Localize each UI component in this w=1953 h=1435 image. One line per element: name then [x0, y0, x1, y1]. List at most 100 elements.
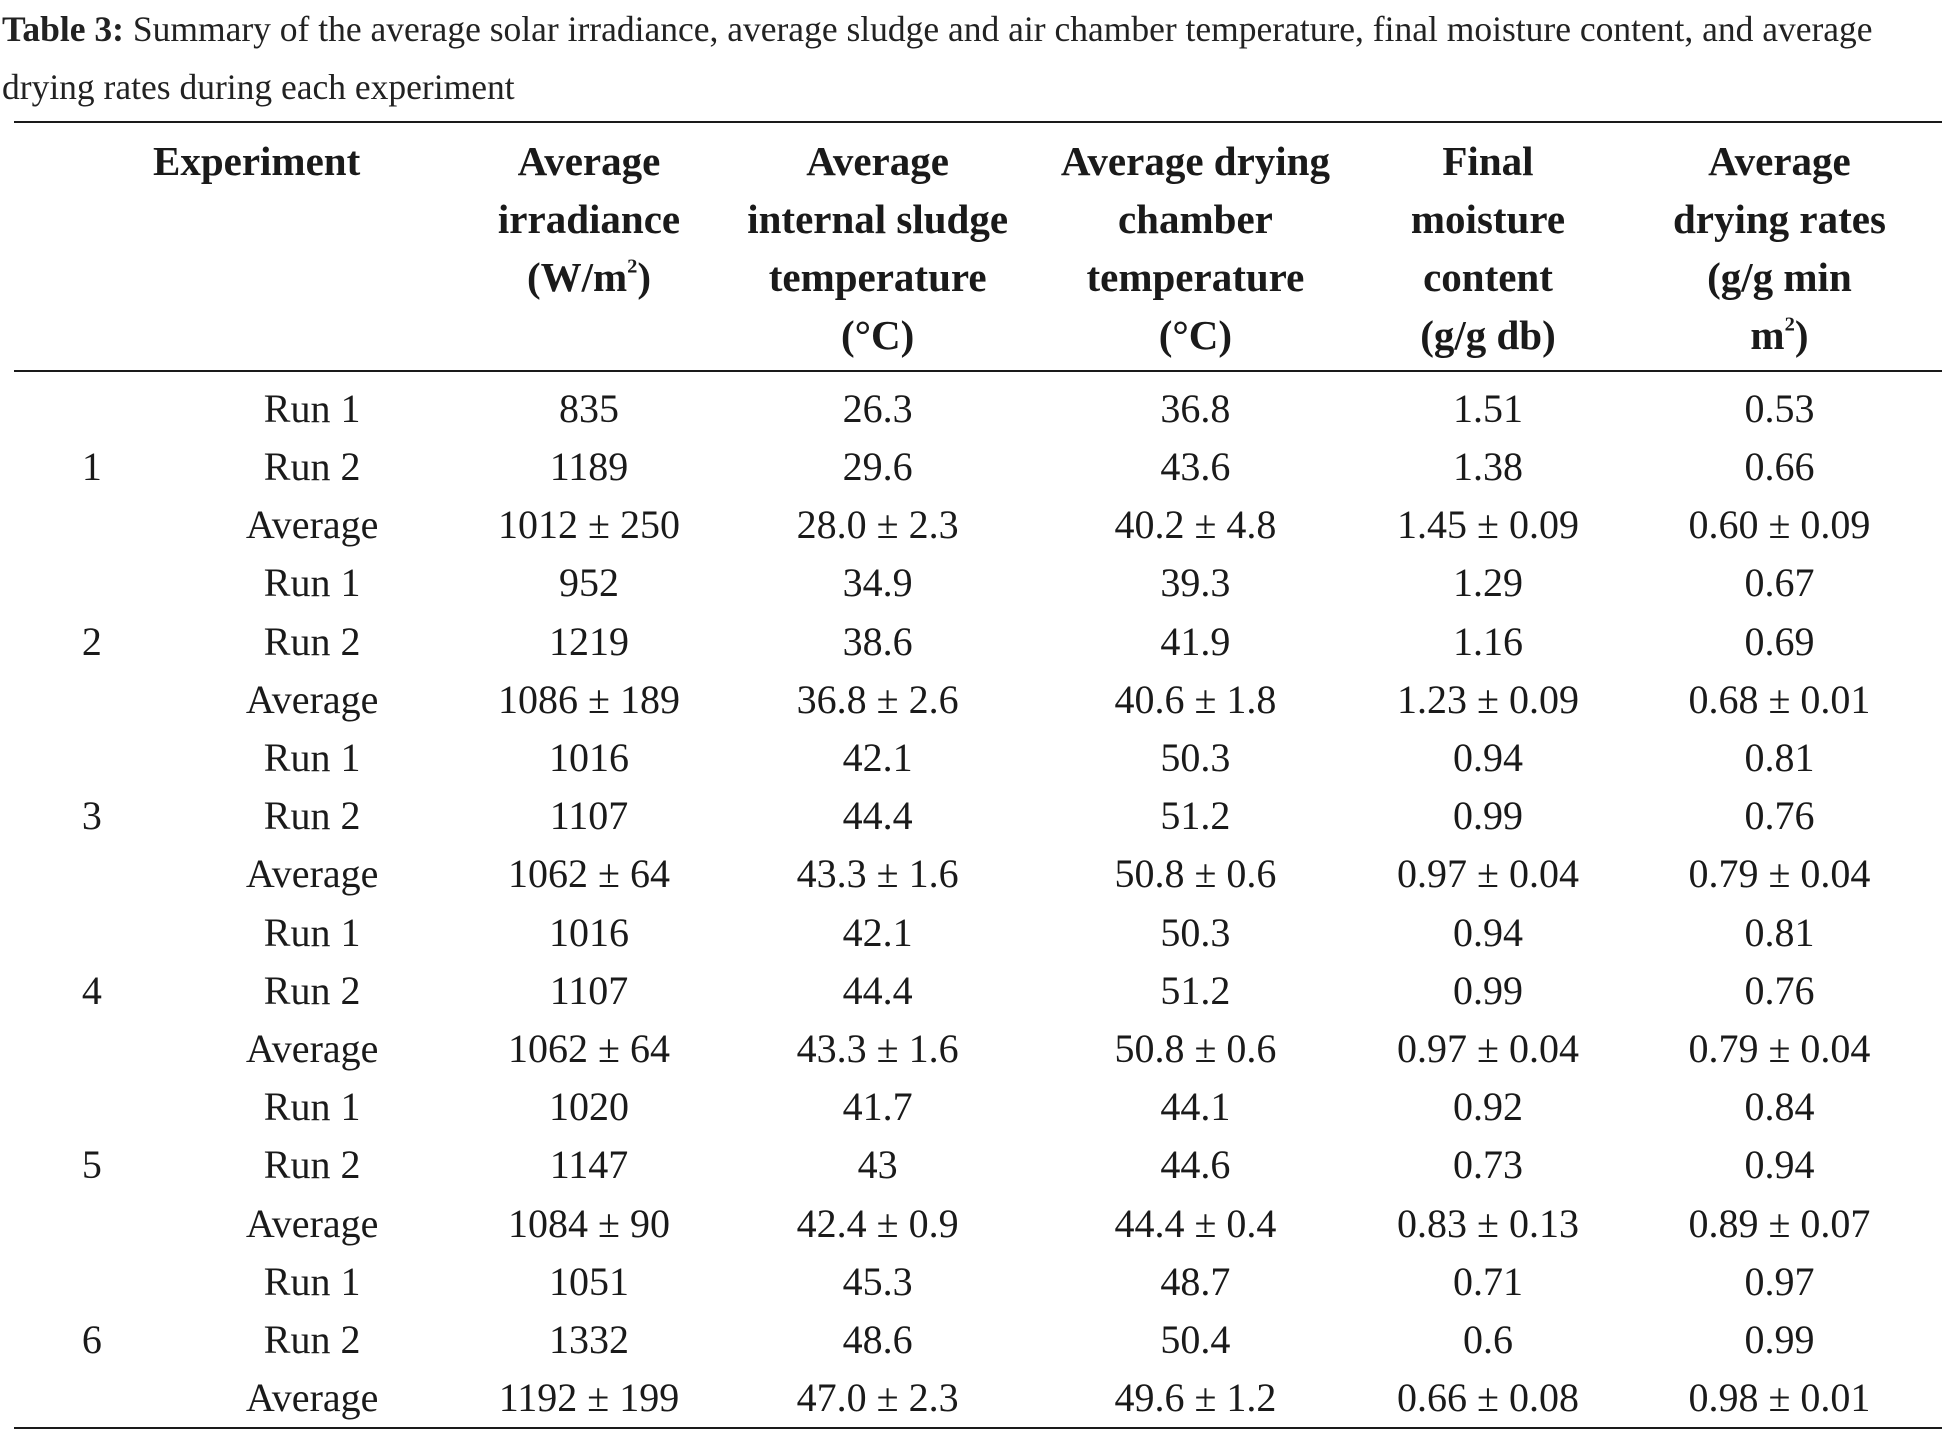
moisture-cell: 0.99 — [1452, 793, 1523, 839]
sludge-temp-cell: 43.3 ± 1.6 — [796, 1025, 959, 1071]
moisture-cell: 0.71 — [1452, 1258, 1523, 1304]
irradiance-cell: 1016 — [549, 735, 629, 781]
row-label: Average — [245, 1200, 379, 1246]
irradiance-cell: 835 — [559, 386, 619, 431]
experiment-number: 4 — [81, 967, 102, 1013]
irradiance-cell: 1020 — [549, 1084, 629, 1130]
irradiance-cell: 1086 ± 189 — [498, 676, 680, 722]
table-row: 3 Run 1 1016 42.1 50.3 0.94 0.81 — [14, 729, 1942, 838]
row-label: Average — [245, 1025, 379, 1071]
table-row: 4 Run 1 1016 42.1 50.3 0.94 0.81 — [14, 904, 1942, 1013]
chamber-temp-cell: 48.7 — [1160, 1258, 1231, 1304]
caption-label: Table 3: — [2, 9, 124, 49]
moisture-cell: 0.92 — [1452, 1084, 1523, 1130]
chamber-temp-cell: 44.1 — [1160, 1084, 1231, 1130]
row-label: Run 2 — [263, 618, 361, 664]
sludge-temp-cell: 29.6 — [842, 444, 913, 490]
chamber-temp-cell: 50.8 ± 0.6 — [1114, 851, 1277, 897]
sludge-temp-cell: 43.3 ± 1.6 — [796, 851, 959, 897]
table-row: Run 2 1107 44.4 51.2 0.99 0.76 — [14, 787, 1942, 845]
moisture-cell: 1.23 ± 0.09 — [1396, 676, 1579, 722]
chamber-temp-cell: 36.8 — [1160, 386, 1231, 431]
experiment-number: 3 — [81, 793, 102, 839]
row-label: Average — [245, 502, 379, 548]
table-row: 5 Run 1 1020 41.7 44.1 0.92 0.84 — [14, 1078, 1942, 1187]
chamber-temp-cell: 51.2 — [1160, 967, 1231, 1013]
drying-rate-cell: 0.79 ± 0.04 — [1688, 851, 1871, 897]
caption-text: Summary of the average solar irradiance,… — [2, 9, 1873, 107]
row-label: Run 1 — [263, 560, 361, 606]
sludge-temp-cell: 45.3 — [842, 1258, 913, 1304]
experiment-number: 6 — [81, 1316, 102, 1362]
chamber-temp-cell: 44.6 — [1160, 1142, 1231, 1188]
drying-rate-cell: 0.99 — [1744, 1316, 1815, 1362]
sludge-temp-cell: 44.4 — [842, 967, 913, 1013]
irradiance-cell: 1016 — [549, 909, 629, 955]
sludge-temp-cell: 34.9 — [842, 560, 913, 606]
irradiance-cell: 1084 ± 90 — [508, 1200, 670, 1246]
sludge-temp-cell: 47.0 ± 2.3 — [796, 1375, 959, 1420]
drying-rate-cell: 0.81 — [1744, 909, 1815, 955]
row-label: Run 1 — [263, 909, 361, 955]
row-label: Run 2 — [263, 967, 361, 1013]
moisture-cell: 1.29 — [1452, 560, 1523, 606]
chamber-temp-cell: 50.8 ± 0.6 — [1114, 1025, 1277, 1071]
col-header-experiment: Experiment — [153, 138, 361, 184]
row-label: Average — [245, 676, 379, 722]
moisture-cell: 1.38 — [1452, 444, 1523, 490]
chamber-temp-cell: 43.6 — [1160, 444, 1231, 490]
table-row: Run 2 1189 29.6 43.6 1.38 0.66 — [14, 438, 1942, 496]
sludge-temp-cell: 26.3 — [842, 386, 913, 431]
moisture-cell: 1.45 ± 0.09 — [1396, 502, 1579, 548]
irradiance-cell: 1012 ± 250 — [498, 502, 680, 548]
drying-rate-cell: 0.66 — [1744, 444, 1815, 490]
row-label: Average — [245, 1375, 379, 1420]
col-header-sludge-temperature: Average internal sludge temperature (°C) — [747, 138, 1009, 358]
drying-rate-cell: 0.79 ± 0.04 — [1688, 1025, 1871, 1071]
col-header-moisture-content: Final moisture content (g/g db) — [1410, 138, 1566, 358]
irradiance-cell: 1062 ± 64 — [508, 851, 670, 897]
chamber-temp-cell: 40.2 ± 4.8 — [1114, 502, 1277, 548]
row-label: Run 2 — [263, 1316, 361, 1362]
irradiance-cell: 1219 — [549, 618, 629, 664]
moisture-cell: 0.66 ± 0.08 — [1396, 1375, 1579, 1420]
row-label: Run 1 — [263, 735, 361, 781]
table-row: 1 Run 1 835 26.3 36.8 1.51 0.53 — [14, 371, 1942, 489]
table-caption: Table 3: Summary of the average solar ir… — [2, 0, 1947, 116]
table-header: Experiment Average irradiance (W/m2) Ave… — [14, 122, 1942, 371]
irradiance-cell: 1107 — [549, 967, 629, 1013]
sludge-temp-cell: 44.4 — [842, 793, 913, 839]
sludge-temp-cell: 42.1 — [842, 909, 913, 955]
experiment-number: 2 — [81, 618, 102, 664]
sludge-temp-cell: 42.1 — [842, 735, 913, 781]
sludge-temp-cell: 48.6 — [842, 1316, 913, 1362]
drying-rate-cell: 0.76 — [1744, 967, 1815, 1013]
experiment-number: 1 — [81, 444, 102, 490]
col-header-drying-rates: Average drying rates (g/g min m2) — [1672, 138, 1886, 358]
moisture-cell: 1.51 — [1452, 386, 1523, 431]
header-row: Experiment Average irradiance (W/m2) Ave… — [14, 122, 1942, 371]
moisture-cell: 0.97 ± 0.04 — [1396, 1025, 1579, 1071]
irradiance-cell: 1192 ± 199 — [498, 1375, 680, 1420]
table-row: Average 1192 ± 199 47.0 ± 2.3 49.6 ± 1.2 0.6… — [14, 1369, 1942, 1428]
moisture-cell: 0.97 ± 0.04 — [1396, 851, 1579, 897]
table-row: Average 1084 ± 90 42.4 ± 0.9 44.4 ± 0.4 0.83… — [14, 1194, 1942, 1252]
moisture-cell: 0.6 — [1462, 1316, 1513, 1362]
table-row: Run 2 1219 38.6 41.9 1.16 0.69 — [14, 613, 1942, 671]
table-row: Average 1086 ± 189 36.8 ± 2.6 40.6 ± 1.8 1.2… — [14, 671, 1942, 729]
sludge-temp-cell: 41.7 — [842, 1084, 913, 1130]
moisture-cell: 1.16 — [1452, 618, 1523, 664]
moisture-cell: 0.94 — [1452, 735, 1523, 781]
sludge-temp-cell: 43 — [857, 1142, 898, 1188]
drying-rate-cell: 0.97 — [1744, 1258, 1815, 1304]
table-body: 1 Run 1 835 26.3 36.8 1.51 0.53 Run 2 1189 29.6 43… — [14, 371, 1942, 1428]
chamber-temp-cell: 50.3 — [1160, 735, 1231, 781]
experiment-number: 5 — [81, 1142, 102, 1188]
table-row: Average 1062 ± 64 43.3 ± 1.6 50.8 ± 0.6 0.97… — [14, 1020, 1942, 1078]
row-label: Run 2 — [263, 444, 361, 490]
sludge-temp-cell: 36.8 ± 2.6 — [796, 676, 959, 722]
irradiance-cell: 952 — [559, 560, 619, 606]
data-table: Experiment Average irradiance (W/m2) Ave… — [14, 121, 1942, 1429]
drying-rate-cell: 0.69 — [1744, 618, 1815, 664]
chamber-temp-cell: 40.6 ± 1.8 — [1114, 676, 1277, 722]
